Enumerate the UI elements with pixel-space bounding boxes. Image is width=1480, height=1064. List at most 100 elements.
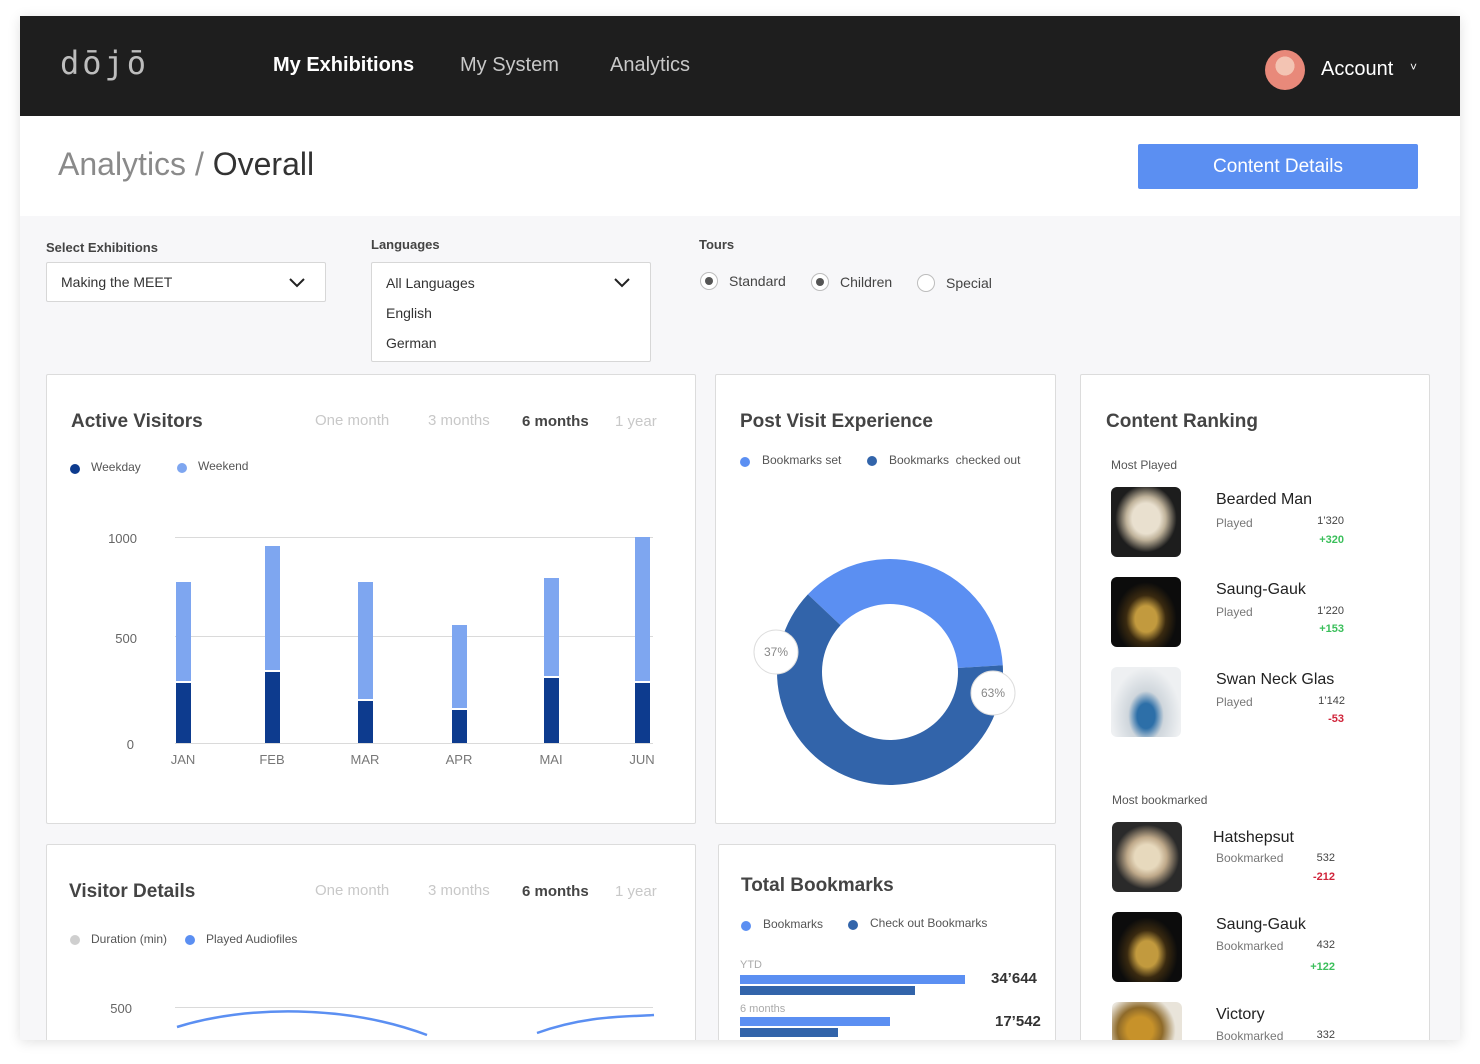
item-delta: +122 — [1310, 961, 1335, 973]
weekday-legend-label: Weekday — [91, 460, 141, 474]
donut-slice-1 — [777, 594, 1003, 785]
x-tick-apr: APR — [445, 752, 473, 767]
saung-gauk-thumbnail — [1112, 912, 1182, 982]
range-6-months[interactable]: 6 months — [522, 413, 589, 430]
item-meta: Played — [1216, 516, 1253, 530]
weekend-bar-mai — [544, 578, 559, 677]
swan-neck-glas-thumbnail — [1111, 667, 1181, 737]
content-ranking-card: Content Ranking Most Played Bearded Man … — [1080, 374, 1430, 1040]
breadcrumb-separator: / — [186, 146, 213, 182]
item-meta: Played — [1216, 605, 1253, 619]
tour-standard-radio[interactable] — [700, 272, 718, 290]
checkout-legend-label: Check out Bookmarks — [870, 916, 988, 930]
y-tick-0: 0 — [126, 737, 134, 752]
x-tick-feb: FEB — [259, 752, 285, 767]
gridline-0 — [175, 743, 653, 744]
range-one-month[interactable]: One month — [315, 882, 390, 899]
weekday-bar-mai — [544, 678, 559, 743]
donut-slice-0 — [807, 559, 1003, 668]
item-value: 332 — [1316, 1029, 1335, 1040]
weekday-bar-mar — [358, 700, 373, 743]
ytd-bookmarks-bar — [740, 975, 965, 984]
item-name: Saung-Gauk — [1216, 916, 1306, 933]
bookmarks-legend-label: Bookmarks — [763, 917, 824, 931]
range-1-year[interactable]: 1 year — [615, 413, 657, 430]
played-audiofiles-legend-dot — [185, 935, 195, 945]
bookmarks-checked-legend-dot — [867, 456, 877, 466]
item-meta: Bookmarked — [1216, 939, 1284, 953]
weekday-bar-apr — [452, 710, 467, 743]
breadcrumb-parent[interactable]: Analytics — [58, 146, 187, 182]
svg-text:63%: 63% — [981, 686, 1005, 700]
user-avatar[interactable] — [1265, 50, 1305, 90]
select-exhibitions-label: Select Exhibitions — [46, 240, 158, 255]
range-1-year[interactable]: 1 year — [615, 883, 657, 900]
six-months-label: 6 months — [740, 1003, 786, 1015]
dojo-logo[interactable]: dōjō — [60, 44, 150, 82]
weekend-bar-jun — [635, 537, 650, 682]
range-3-months[interactable]: 3 months — [428, 412, 490, 429]
nav-my-exhibitions[interactable]: My Exhibitions — [273, 54, 415, 76]
y-tick-500: 500 — [115, 631, 137, 646]
item-meta: Bookmarked — [1216, 851, 1284, 865]
chevron-down-icon[interactable]: ˅ — [1410, 60, 1418, 74]
donut-label-1: 63% — [970, 670, 1016, 716]
post-visit-donut-chart: 37% 63% — [753, 559, 1016, 785]
weekday-legend-dot — [70, 464, 80, 474]
six-months-bookmarks-bar — [740, 1017, 890, 1026]
x-tick-mai: MAI — [539, 752, 563, 767]
visitor-details-card: Visitor Details One month 3 months 6 mon… — [46, 844, 696, 1040]
tours-label: Tours — [699, 237, 735, 252]
bearded-man-thumbnail — [1111, 487, 1181, 557]
app-window: dōjō My Exhibitions My System Analytics … — [20, 16, 1460, 1040]
visitor-details-title: Visitor Details — [69, 881, 196, 902]
x-tick-jan: JAN — [170, 752, 196, 767]
item-name: Bearded Man — [1216, 491, 1313, 508]
weekday-bar-jan — [176, 683, 191, 743]
item-value: 432 — [1316, 939, 1335, 951]
item-name: Saung-Gauk — [1216, 581, 1306, 598]
six-months-checkout-bar — [740, 1028, 838, 1037]
language-option-english[interactable]: English — [386, 305, 432, 321]
range-3-months[interactable]: 3 months — [428, 882, 490, 899]
tour-special-radio[interactable] — [917, 274, 935, 292]
nav-my-system[interactable]: My System — [460, 54, 559, 76]
item-value: 532 — [1316, 852, 1335, 864]
ytd-value: 34’644 — [991, 970, 1037, 987]
item-name: Hatshepsut — [1213, 829, 1294, 846]
item-value: 1’320 — [1317, 515, 1344, 527]
victory-thumbnail — [1112, 1002, 1182, 1040]
weekend-legend-dot — [177, 463, 187, 473]
weekend-bar-mar — [358, 582, 373, 699]
tour-standard-label: Standard — [729, 273, 786, 289]
item-delta: -212 — [1312, 871, 1335, 883]
breadcrumb-current: Overall — [212, 146, 315, 182]
content-ranking-title: Content Ranking — [1106, 411, 1258, 432]
weekend-legend-label: Weekend — [198, 459, 249, 473]
languages-dropdown[interactable]: All Languages English German — [371, 262, 651, 362]
tour-children-radio[interactable] — [811, 273, 829, 291]
played-audiofiles-line — [176, 1010, 655, 1037]
top-navigation-bar: dōjō My Exhibitions My System Analytics … — [20, 16, 1460, 116]
nav-analytics[interactable]: Analytics — [610, 54, 691, 76]
gridline-500 — [175, 636, 653, 637]
checkout-legend-dot — [848, 920, 858, 930]
breadcrumb: Analytics / Overall — [58, 146, 314, 183]
saung-gauk-thumbnail — [1111, 577, 1181, 647]
item-delta: -53 — [1328, 713, 1344, 725]
content-details-button[interactable]: Content Details — [1138, 144, 1418, 189]
language-option-german[interactable]: German — [386, 335, 437, 351]
duration-legend-dot — [70, 935, 80, 945]
post-visit-title: Post Visit Experience — [740, 411, 933, 432]
hatshepsut-thumbnail — [1112, 822, 1182, 892]
range-one-month[interactable]: One month — [315, 412, 390, 429]
item-delta: +320 — [1319, 534, 1344, 546]
item-value: 1’220 — [1317, 605, 1344, 617]
bookmarks-checked-legend-label: Bookmarks checked out — [889, 453, 1021, 467]
bookmarks-set-legend-label: Bookmarks set — [762, 453, 842, 467]
account-menu[interactable]: Account — [1321, 58, 1394, 80]
six-months-value: 17’542 — [995, 1013, 1041, 1030]
weekend-bar-feb — [265, 546, 280, 670]
exhibitions-dropdown[interactable]: Making the MEET — [46, 262, 326, 302]
range-6-months[interactable]: 6 months — [522, 883, 589, 900]
